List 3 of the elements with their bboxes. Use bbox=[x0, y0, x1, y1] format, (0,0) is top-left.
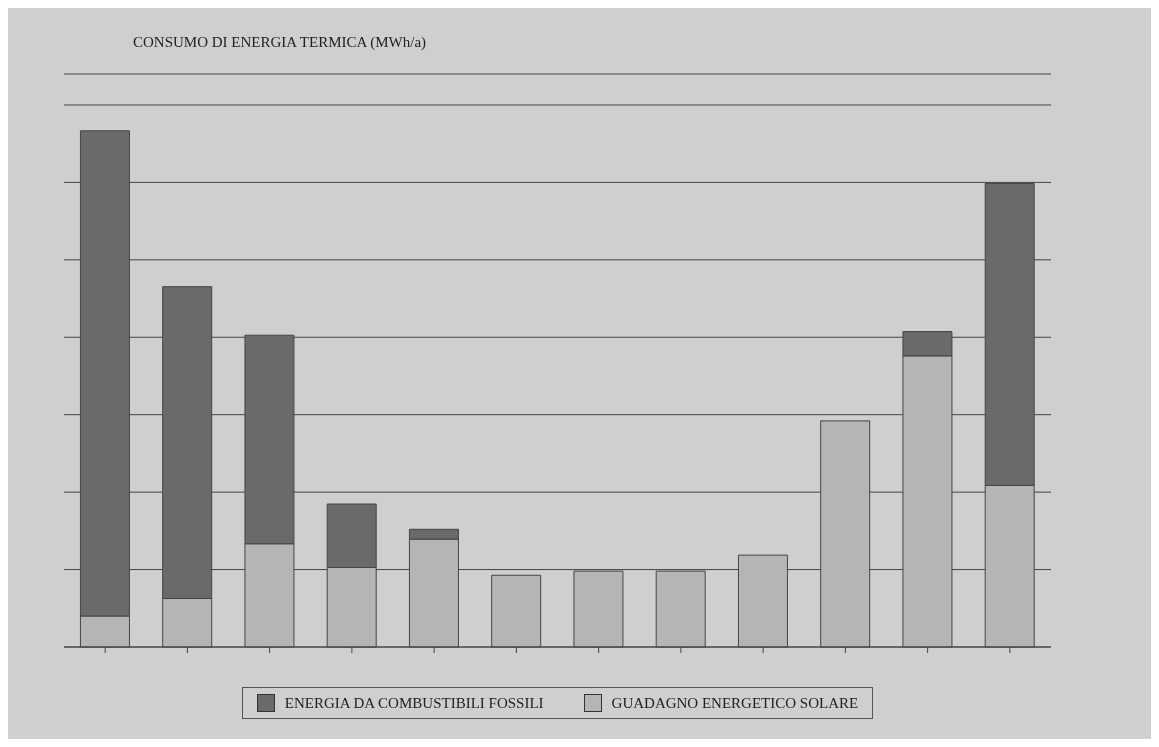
chart-title: CONSUMO DI ENERGIA TERMICA (MWh/a) bbox=[133, 34, 427, 51]
legend-label: ENERGIA DA COMBUSTIBILI FOSSILI bbox=[283, 694, 544, 712]
legend-label: GUADAGNO ENERGETICO SOLARE bbox=[610, 694, 859, 712]
